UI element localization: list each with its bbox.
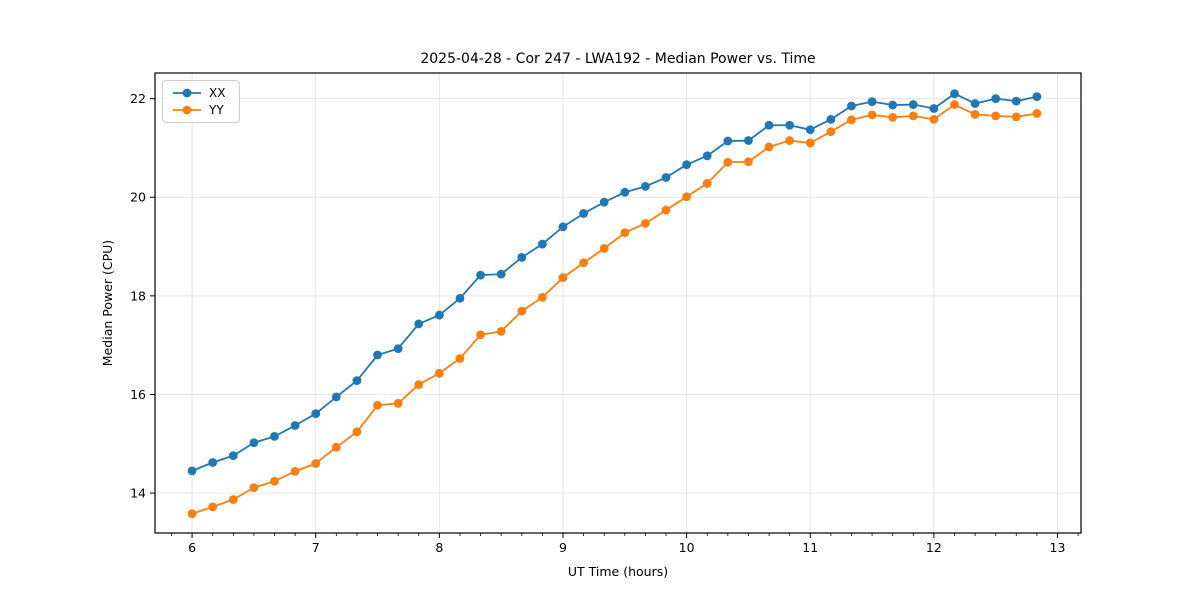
legend-item-xx: XX [172,86,225,100]
series-yy [187,100,1042,519]
chart-title: 2025-04-28 - Cor 247 - LWA192 - Median P… [420,51,815,67]
yy-series-marker-icon [173,105,201,115]
svg-text:11: 11 [802,540,818,555]
svg-text:8: 8 [435,540,443,555]
svg-text:22: 22 [130,91,146,106]
svg-text:10: 10 [679,540,695,555]
svg-text:6: 6 [188,540,196,555]
xx-series-marker-icon [173,88,201,98]
plot-border [154,72,1082,534]
svg-text:9: 9 [559,540,567,555]
svg-text:20: 20 [130,190,146,205]
axis-ticks [150,98,1079,538]
y-axis-label: Median Power (CPU) [100,240,115,366]
data-series [187,89,1042,519]
legend: XX YY [162,80,241,123]
svg-text:7: 7 [312,540,320,555]
legend-label-xx: XX [209,86,226,100]
axis-tick-labels: 6 7 8 9 10 11 12 13 14 16 18 20 22 [130,91,1065,555]
svg-text:14: 14 [130,486,146,501]
svg-text:16: 16 [130,387,146,402]
x-axis-label: UT Time (hours) [568,564,668,579]
svg-text:12: 12 [926,540,942,555]
legend-item-yy: YY [172,103,225,117]
series-xx [187,89,1042,476]
legend-label-yy: YY [209,103,224,117]
gridlines [155,73,1081,533]
svg-text:13: 13 [1050,540,1066,555]
svg-text:18: 18 [130,288,146,303]
